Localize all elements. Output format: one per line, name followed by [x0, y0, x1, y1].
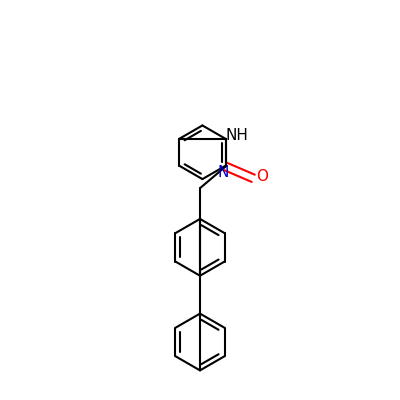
Text: O: O — [256, 169, 268, 184]
Text: NH: NH — [225, 128, 248, 143]
Text: N: N — [218, 165, 229, 180]
